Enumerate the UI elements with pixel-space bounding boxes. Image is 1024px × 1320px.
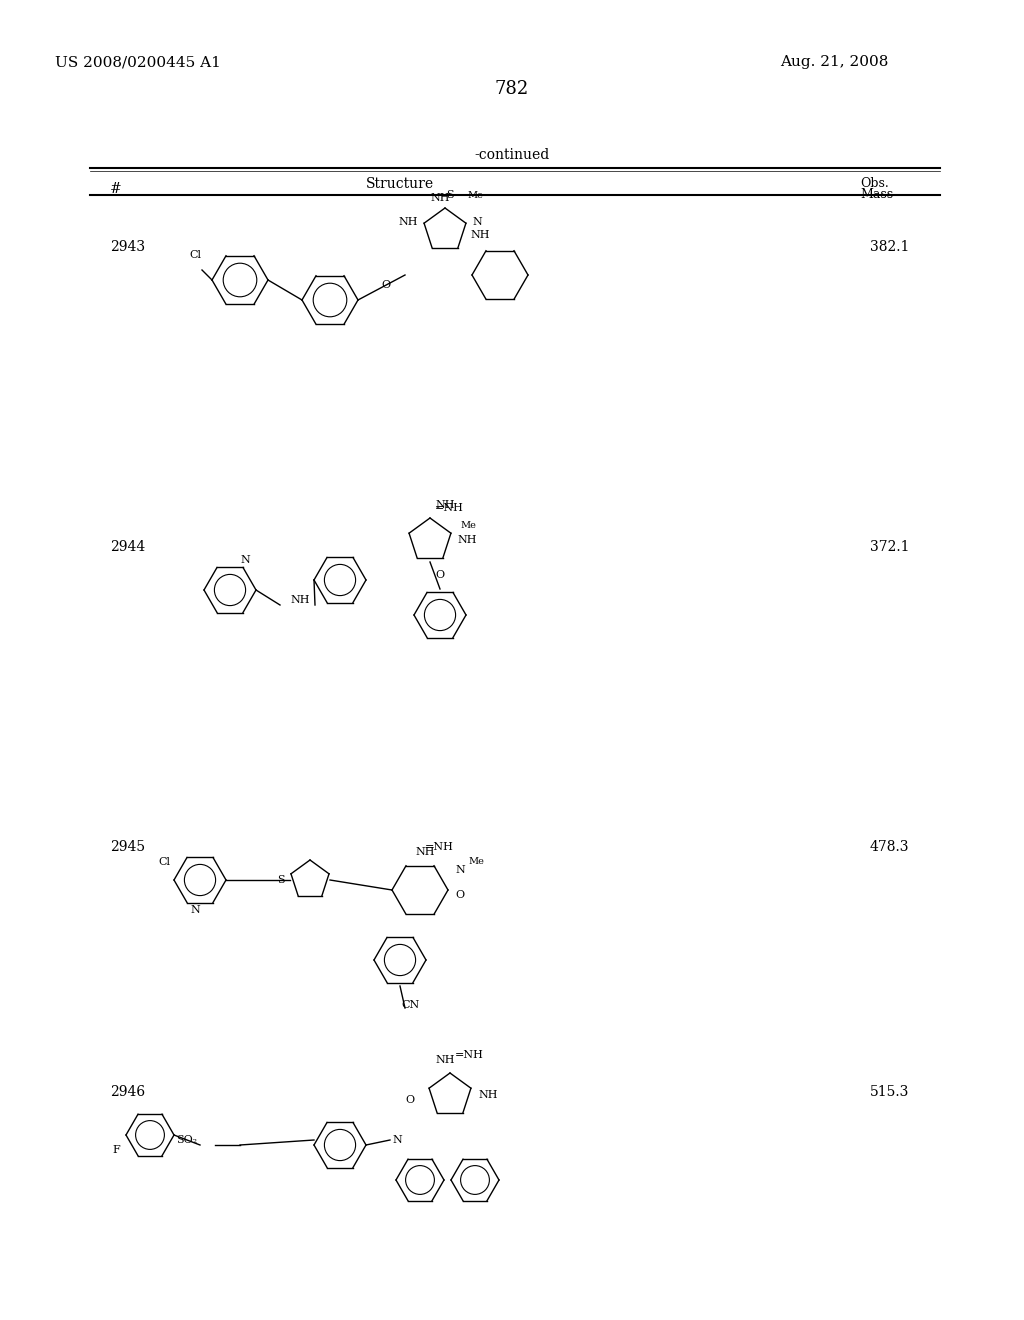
- Text: NH: NH: [416, 847, 435, 857]
- Text: N: N: [455, 865, 465, 875]
- Text: Mass: Mass: [860, 187, 893, 201]
- Text: Cl: Cl: [158, 857, 170, 867]
- Text: 782: 782: [495, 81, 529, 98]
- Text: 2943: 2943: [110, 240, 145, 253]
- Text: 382.1: 382.1: [870, 240, 909, 253]
- Text: Me: Me: [468, 858, 484, 866]
- Text: 2944: 2944: [110, 540, 145, 554]
- Text: NH: NH: [478, 1090, 498, 1100]
- Text: =NH: =NH: [435, 503, 464, 513]
- Text: S: S: [446, 190, 454, 201]
- Text: SO₂: SO₂: [176, 1135, 198, 1144]
- Text: -continued: -continued: [474, 148, 550, 162]
- Text: NH: NH: [435, 500, 455, 510]
- Text: Cl: Cl: [189, 249, 201, 260]
- Text: Obs.: Obs.: [860, 177, 889, 190]
- Text: NH: NH: [430, 193, 450, 203]
- Text: Aug. 21, 2008: Aug. 21, 2008: [780, 55, 889, 69]
- Text: 478.3: 478.3: [870, 840, 909, 854]
- Text: 515.3: 515.3: [870, 1085, 909, 1100]
- Text: Me: Me: [467, 191, 483, 201]
- Text: #: #: [110, 182, 122, 195]
- Text: Me: Me: [460, 520, 476, 529]
- Text: O: O: [455, 890, 464, 900]
- Text: S: S: [278, 875, 285, 884]
- Text: NH: NH: [435, 1055, 455, 1065]
- Text: 2946: 2946: [110, 1085, 145, 1100]
- Text: US 2008/0200445 A1: US 2008/0200445 A1: [55, 55, 221, 69]
- Text: NH: NH: [290, 595, 309, 605]
- Text: N: N: [240, 554, 250, 565]
- Text: NH: NH: [470, 230, 489, 240]
- Text: O: O: [435, 570, 444, 579]
- Text: 372.1: 372.1: [870, 540, 909, 554]
- Text: NH: NH: [398, 216, 418, 227]
- Text: NH: NH: [457, 535, 476, 545]
- Text: O: O: [406, 1096, 415, 1105]
- Text: CN: CN: [400, 1001, 419, 1010]
- Text: O: O: [381, 280, 390, 290]
- Text: =NH: =NH: [425, 842, 454, 851]
- Text: N: N: [472, 216, 481, 227]
- Text: N: N: [392, 1135, 401, 1144]
- Text: F: F: [113, 1144, 120, 1155]
- Text: N: N: [190, 906, 200, 915]
- Text: Structure: Structure: [366, 177, 434, 191]
- Text: =NH: =NH: [455, 1049, 484, 1060]
- Text: 2945: 2945: [110, 840, 145, 854]
